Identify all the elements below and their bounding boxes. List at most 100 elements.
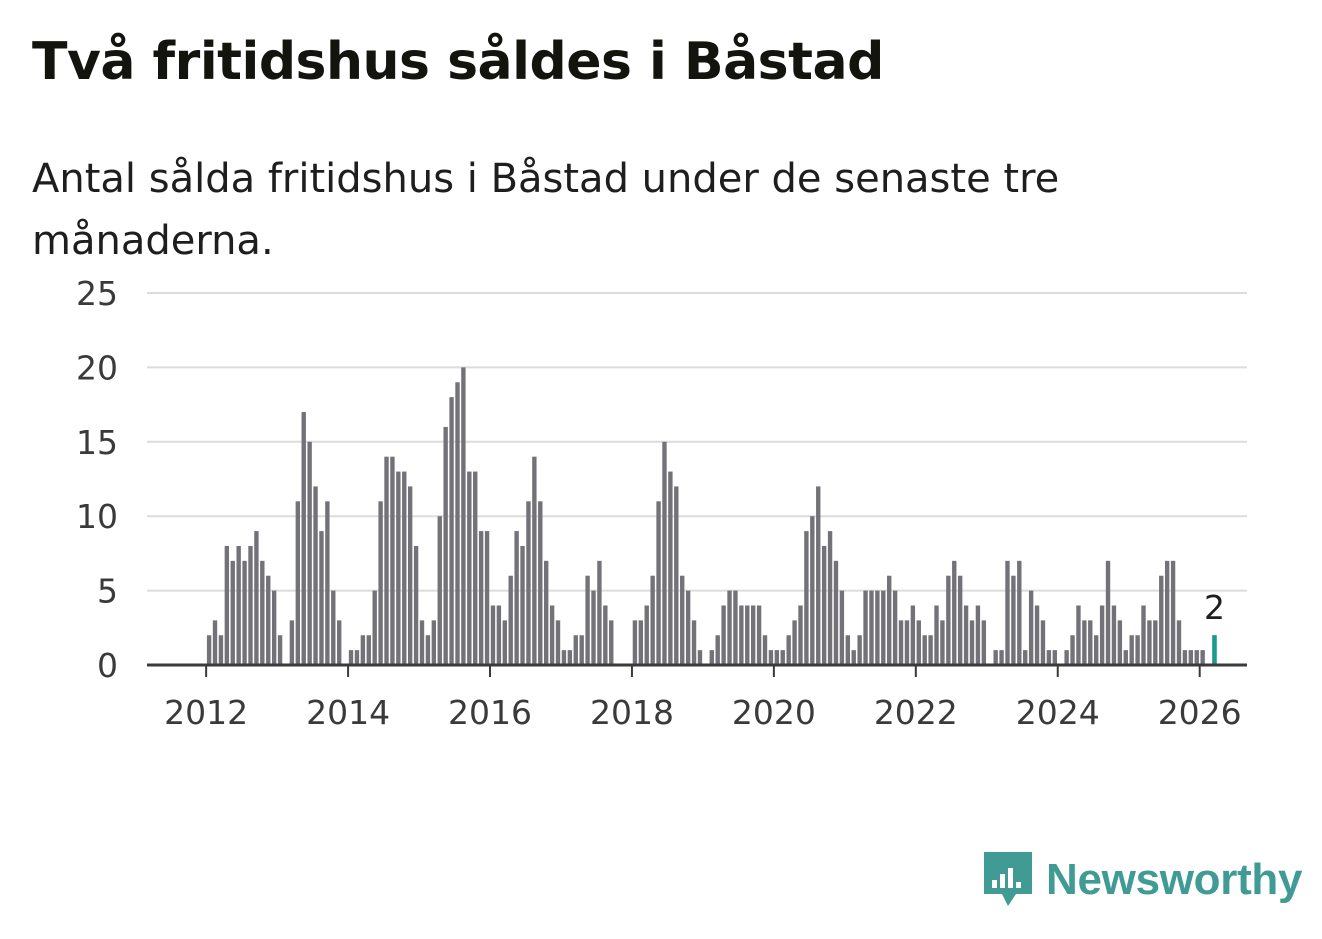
bar <box>1052 650 1057 665</box>
bar <box>1147 620 1152 665</box>
bar <box>632 620 638 665</box>
bar <box>650 575 655 665</box>
bar <box>449 397 454 665</box>
bar <box>756 605 762 665</box>
bar <box>774 650 780 665</box>
bar <box>887 575 892 665</box>
bar <box>1088 620 1093 665</box>
bar <box>567 650 573 665</box>
bar <box>981 620 987 665</box>
bar <box>851 650 856 665</box>
bar <box>390 456 395 665</box>
bar <box>727 590 732 665</box>
bar <box>768 650 774 665</box>
bar <box>833 560 839 665</box>
bar <box>325 501 330 665</box>
bar <box>957 575 963 665</box>
bar <box>206 635 212 665</box>
bar <box>372 590 377 665</box>
bar <box>963 605 969 665</box>
bar <box>1153 620 1158 665</box>
bar <box>289 620 295 665</box>
bar <box>1023 650 1028 665</box>
bar <box>1117 620 1123 665</box>
bar <box>685 590 691 665</box>
bar <box>839 590 845 665</box>
y-tick-label: 25 <box>76 274 118 313</box>
bar <box>609 620 614 665</box>
bar <box>538 501 543 665</box>
bar <box>266 575 271 665</box>
bar <box>313 486 318 665</box>
bar <box>508 575 513 665</box>
bar <box>1070 635 1075 665</box>
bar <box>248 545 253 665</box>
bar <box>490 605 496 665</box>
bar <box>366 635 371 665</box>
bar <box>555 620 561 665</box>
bar <box>668 471 673 665</box>
bar <box>881 590 886 665</box>
bar <box>301 412 306 665</box>
highlight-bar <box>1212 635 1217 665</box>
bar <box>845 635 850 665</box>
bar <box>573 635 578 665</box>
bar <box>396 471 401 665</box>
bar <box>271 590 277 665</box>
bar <box>638 620 644 665</box>
bar <box>437 516 442 665</box>
bar <box>520 545 525 665</box>
bar <box>1182 650 1188 665</box>
bar <box>821 545 827 665</box>
bar <box>1129 635 1134 665</box>
bar <box>1200 650 1205 665</box>
bar <box>319 531 324 665</box>
bar <box>1105 560 1111 665</box>
bar <box>224 545 230 665</box>
bar <box>455 382 460 665</box>
bar <box>1111 605 1117 665</box>
bar <box>1188 650 1194 665</box>
bar <box>331 590 336 665</box>
bar <box>928 635 933 665</box>
bar <box>236 545 241 665</box>
bar <box>1064 650 1069 665</box>
chart-bubble-icon <box>980 848 1036 912</box>
bar <box>502 620 507 665</box>
x-tick-label: 2020 <box>732 693 816 732</box>
bar <box>461 367 466 665</box>
bar <box>680 575 685 665</box>
brand-name: Newsworthy <box>1046 855 1303 904</box>
bar <box>337 620 342 665</box>
bar <box>975 605 981 665</box>
bar <box>804 531 809 665</box>
bar <box>792 620 797 665</box>
chart-subtitle: Antal sålda fritidshus i Båstad under de… <box>32 156 1060 264</box>
x-tick-label: 2018 <box>590 693 674 732</box>
bar <box>1141 605 1146 665</box>
bar <box>952 560 957 665</box>
bar <box>1076 605 1081 665</box>
bar <box>212 620 218 665</box>
bar <box>857 635 862 665</box>
y-tick-label: 0 <box>97 646 118 685</box>
bar <box>1159 575 1164 665</box>
brand-logo: Newsworthy <box>980 848 1302 912</box>
bar <box>443 426 448 665</box>
bar <box>644 605 649 665</box>
bar <box>1011 575 1016 665</box>
bar <box>585 575 590 665</box>
bar <box>810 516 815 665</box>
bar <box>1017 560 1022 665</box>
bar <box>750 605 756 665</box>
y-tick-label: 10 <box>76 497 118 536</box>
bar <box>798 605 803 665</box>
bar <box>922 635 927 665</box>
bar <box>1082 620 1087 665</box>
bar <box>360 635 366 665</box>
y-tick-label: 20 <box>76 348 118 387</box>
bar <box>1099 605 1105 665</box>
bar <box>1034 605 1040 665</box>
bar <box>597 560 602 665</box>
bar <box>1123 650 1128 665</box>
